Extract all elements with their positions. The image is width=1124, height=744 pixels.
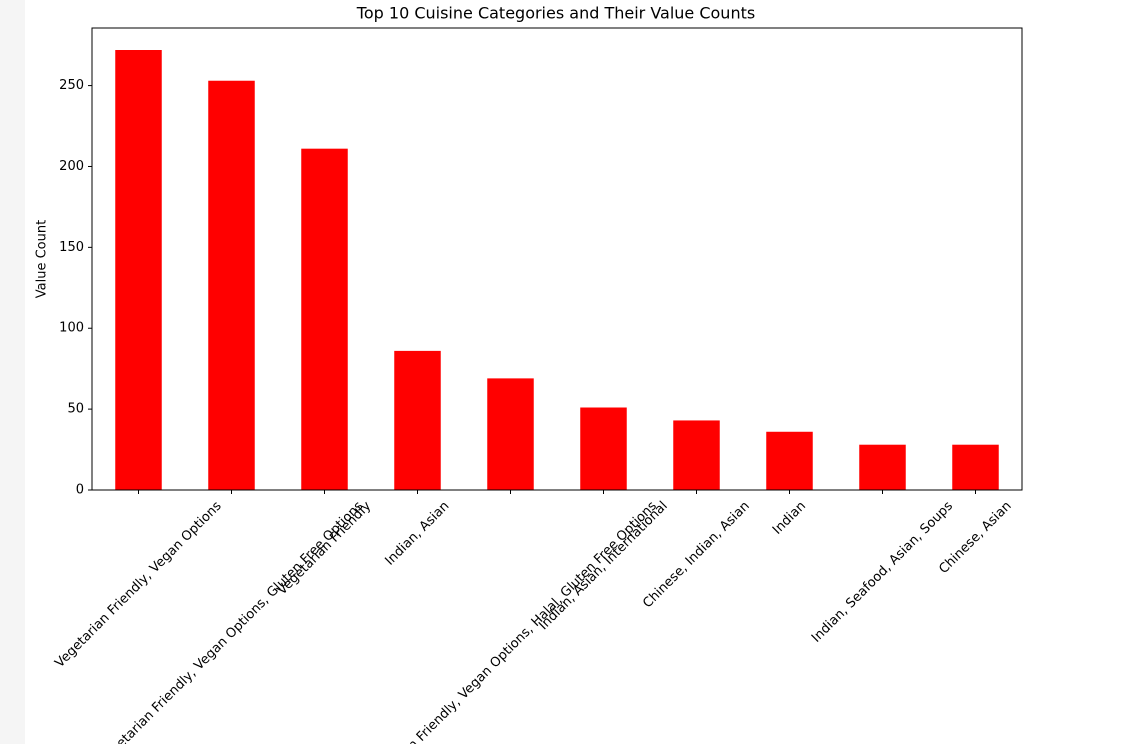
x-tick-label: Vegetarian Friendly — [275, 498, 375, 598]
notebook-gutter — [0, 0, 25, 744]
y-tick-label: 0 — [76, 483, 84, 498]
y-tick-label: 250 — [59, 78, 84, 93]
bar — [766, 431, 813, 490]
bar — [580, 407, 627, 490]
bar — [394, 350, 441, 490]
x-tick-label: Indian, Asian, International — [536, 499, 670, 633]
bar — [208, 80, 255, 490]
bar — [115, 50, 162, 490]
chart-title: Top 10 Cuisine Categories and Their Valu… — [356, 4, 755, 23]
y-tick-label: 50 — [67, 402, 84, 417]
x-tick-label: Indian, Seafood, Asian, Soups — [809, 499, 956, 646]
plot-frame — [91, 27, 1023, 491]
bar — [859, 444, 906, 490]
y-tick-label: 150 — [59, 240, 84, 255]
y-tick-label: 200 — [59, 159, 84, 174]
bar — [487, 378, 534, 490]
bar — [673, 420, 720, 490]
bar — [952, 444, 999, 490]
y-tick-label: 100 — [59, 321, 84, 336]
y-axis-label: Value Count — [35, 220, 50, 298]
x-tick-label: Indian, Asian — [383, 499, 453, 569]
x-tick-label: Indian — [770, 499, 809, 538]
x-tick-label: Vegetarian Friendly, Vegan Options — [52, 499, 224, 671]
bar — [301, 148, 348, 491]
